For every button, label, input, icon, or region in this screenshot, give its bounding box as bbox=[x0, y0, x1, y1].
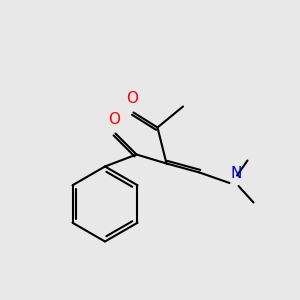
Text: O: O bbox=[126, 91, 138, 106]
Text: N: N bbox=[231, 167, 242, 182]
Text: O: O bbox=[108, 112, 120, 127]
